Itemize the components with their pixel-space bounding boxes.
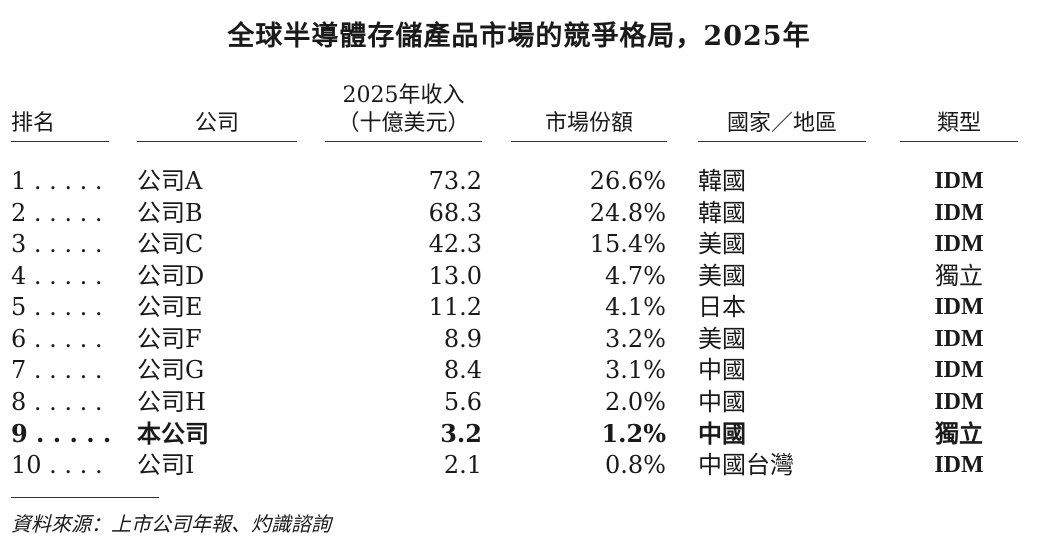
rank-cell: 6 . . . . . xyxy=(11,324,103,353)
rank-cell: 10 . . . . xyxy=(11,450,103,479)
company-cell: 公司H xyxy=(137,387,206,416)
region-cell: 韓國 xyxy=(698,167,746,195)
revenue-cell: 3.2 xyxy=(440,419,482,448)
rank-cell: 8 . . . . . xyxy=(11,387,103,416)
region-cell: 中國 xyxy=(698,356,746,384)
company-cell: 公司D xyxy=(137,261,205,290)
region-cell: 中國 xyxy=(698,387,746,416)
table-row: 1 . . . . . 公司A 73.2 26.6% 韓國 IDM xyxy=(0,166,1038,198)
header-rule-share xyxy=(511,141,667,142)
header-rule-revenue xyxy=(325,141,482,142)
revenue-cell: 68.3 xyxy=(428,198,482,227)
share-cell: 4.7% xyxy=(605,261,666,290)
share-cell: 26.6% xyxy=(589,167,666,195)
share-cell: 15.4% xyxy=(589,230,666,258)
region-cell: 美國 xyxy=(698,324,746,353)
table-title: 全球半導體存儲產品市場的競爭格局，2025年 xyxy=(227,21,811,52)
revenue-cell: 73.2 xyxy=(428,167,482,195)
company-cell: 公司I xyxy=(137,450,195,479)
table-row: 7 . . . . . 公司G 8.4 3.1% 中國 IDM xyxy=(0,355,1038,387)
type-cell: IDM xyxy=(934,451,984,478)
type-cell: IDM xyxy=(934,231,984,257)
revenue-cell: 8.4 xyxy=(443,356,482,384)
type-cell: 獨立 xyxy=(935,419,983,448)
header-rule-rank xyxy=(11,141,109,142)
rank-cell: 5 . . . . . xyxy=(11,293,103,321)
header-share: 市場份額 xyxy=(544,111,633,136)
rank-cell: 4 . . . . . xyxy=(11,261,103,290)
region-cell: 中國 xyxy=(698,419,746,448)
share-cell: 3.2% xyxy=(605,324,666,353)
revenue-cell: 11.2 xyxy=(428,293,482,321)
company-cell: 公司G xyxy=(137,356,205,384)
revenue-cell: 42.3 xyxy=(428,230,482,258)
table-row: 9 . . . . . 本公司 3.2 1.2% 中國 獨立 xyxy=(0,418,1038,450)
type-cell: 獨立 xyxy=(935,261,983,290)
revenue-cell: 13.0 xyxy=(428,261,482,290)
rank-cell: 1 . . . . . xyxy=(11,167,103,195)
type-cell: IDM xyxy=(934,199,984,226)
revenue-cell: 5.6 xyxy=(443,387,482,416)
share-cell: 1.2% xyxy=(601,419,666,448)
share-cell: 2.0% xyxy=(605,387,666,416)
region-cell: 日本 xyxy=(698,293,746,321)
table-row: 6 . . . . . 公司F 8.9 3.2% 美國 IDM xyxy=(0,324,1038,356)
company-cell: 公司F xyxy=(137,324,202,353)
company-cell: 公司B xyxy=(137,198,203,227)
header-rule-company xyxy=(137,141,297,142)
type-cell: IDM xyxy=(934,168,984,194)
region-cell: 中國台灣 xyxy=(698,450,794,479)
rank-cell: 2 . . . . . xyxy=(11,198,103,227)
type-cell: IDM xyxy=(934,294,984,320)
region-cell: 韓國 xyxy=(698,198,746,227)
type-cell: IDM xyxy=(934,325,984,352)
header-revenue-line1: 2025年收入 xyxy=(342,83,465,108)
share-cell: 24.8% xyxy=(589,198,666,227)
footnote-rule xyxy=(11,497,159,498)
source-note: 資料來源：上市公司年報、灼識諮詢 xyxy=(11,512,331,536)
share-cell: 3.1% xyxy=(605,356,666,384)
header-revenue-line2: （十億美元） xyxy=(337,111,470,136)
table-row: 8 . . . . . 公司H 5.6 2.0% 中國 IDM xyxy=(0,387,1038,419)
header-rule-type xyxy=(900,141,1018,142)
header-company: 公司 xyxy=(194,111,239,136)
share-cell: 4.1% xyxy=(605,293,666,321)
revenue-cell: 8.9 xyxy=(443,324,482,353)
region-cell: 美國 xyxy=(698,261,746,290)
region-cell: 美國 xyxy=(698,230,746,258)
table-row: 4 . . . . . 公司D 13.0 4.7% 美國 獨立 xyxy=(0,261,1038,293)
company-cell: 公司C xyxy=(137,230,204,258)
rank-cell: 3 . . . . . xyxy=(11,230,103,258)
header-rank: 排名 xyxy=(11,111,56,136)
rank-cell: 7 . . . . . xyxy=(11,356,103,384)
header-region: 國家／地區 xyxy=(726,111,837,136)
header-rule-region xyxy=(698,141,866,142)
rank-cell: 9 . . . . . xyxy=(11,419,112,448)
company-cell: 公司A xyxy=(137,167,203,195)
header-type: 類型 xyxy=(936,111,981,136)
table-row: 2 . . . . . 公司B 68.3 24.8% 韓國 IDM xyxy=(0,198,1038,230)
table-row: 3 . . . . . 公司C 42.3 15.4% 美國 IDM xyxy=(0,229,1038,261)
type-cell: IDM xyxy=(934,357,984,383)
type-cell: IDM xyxy=(934,388,984,415)
company-cell: 公司E xyxy=(137,293,203,321)
company-cell: 本公司 xyxy=(137,419,209,448)
revenue-cell: 2.1 xyxy=(443,450,482,479)
share-cell: 0.8% xyxy=(605,450,666,479)
table-row: 5 . . . . . 公司E 11.2 4.1% 日本 IDM xyxy=(0,292,1038,324)
table-row: 10 . . . . 公司I 2.1 0.8% 中國台灣 IDM xyxy=(0,450,1038,482)
